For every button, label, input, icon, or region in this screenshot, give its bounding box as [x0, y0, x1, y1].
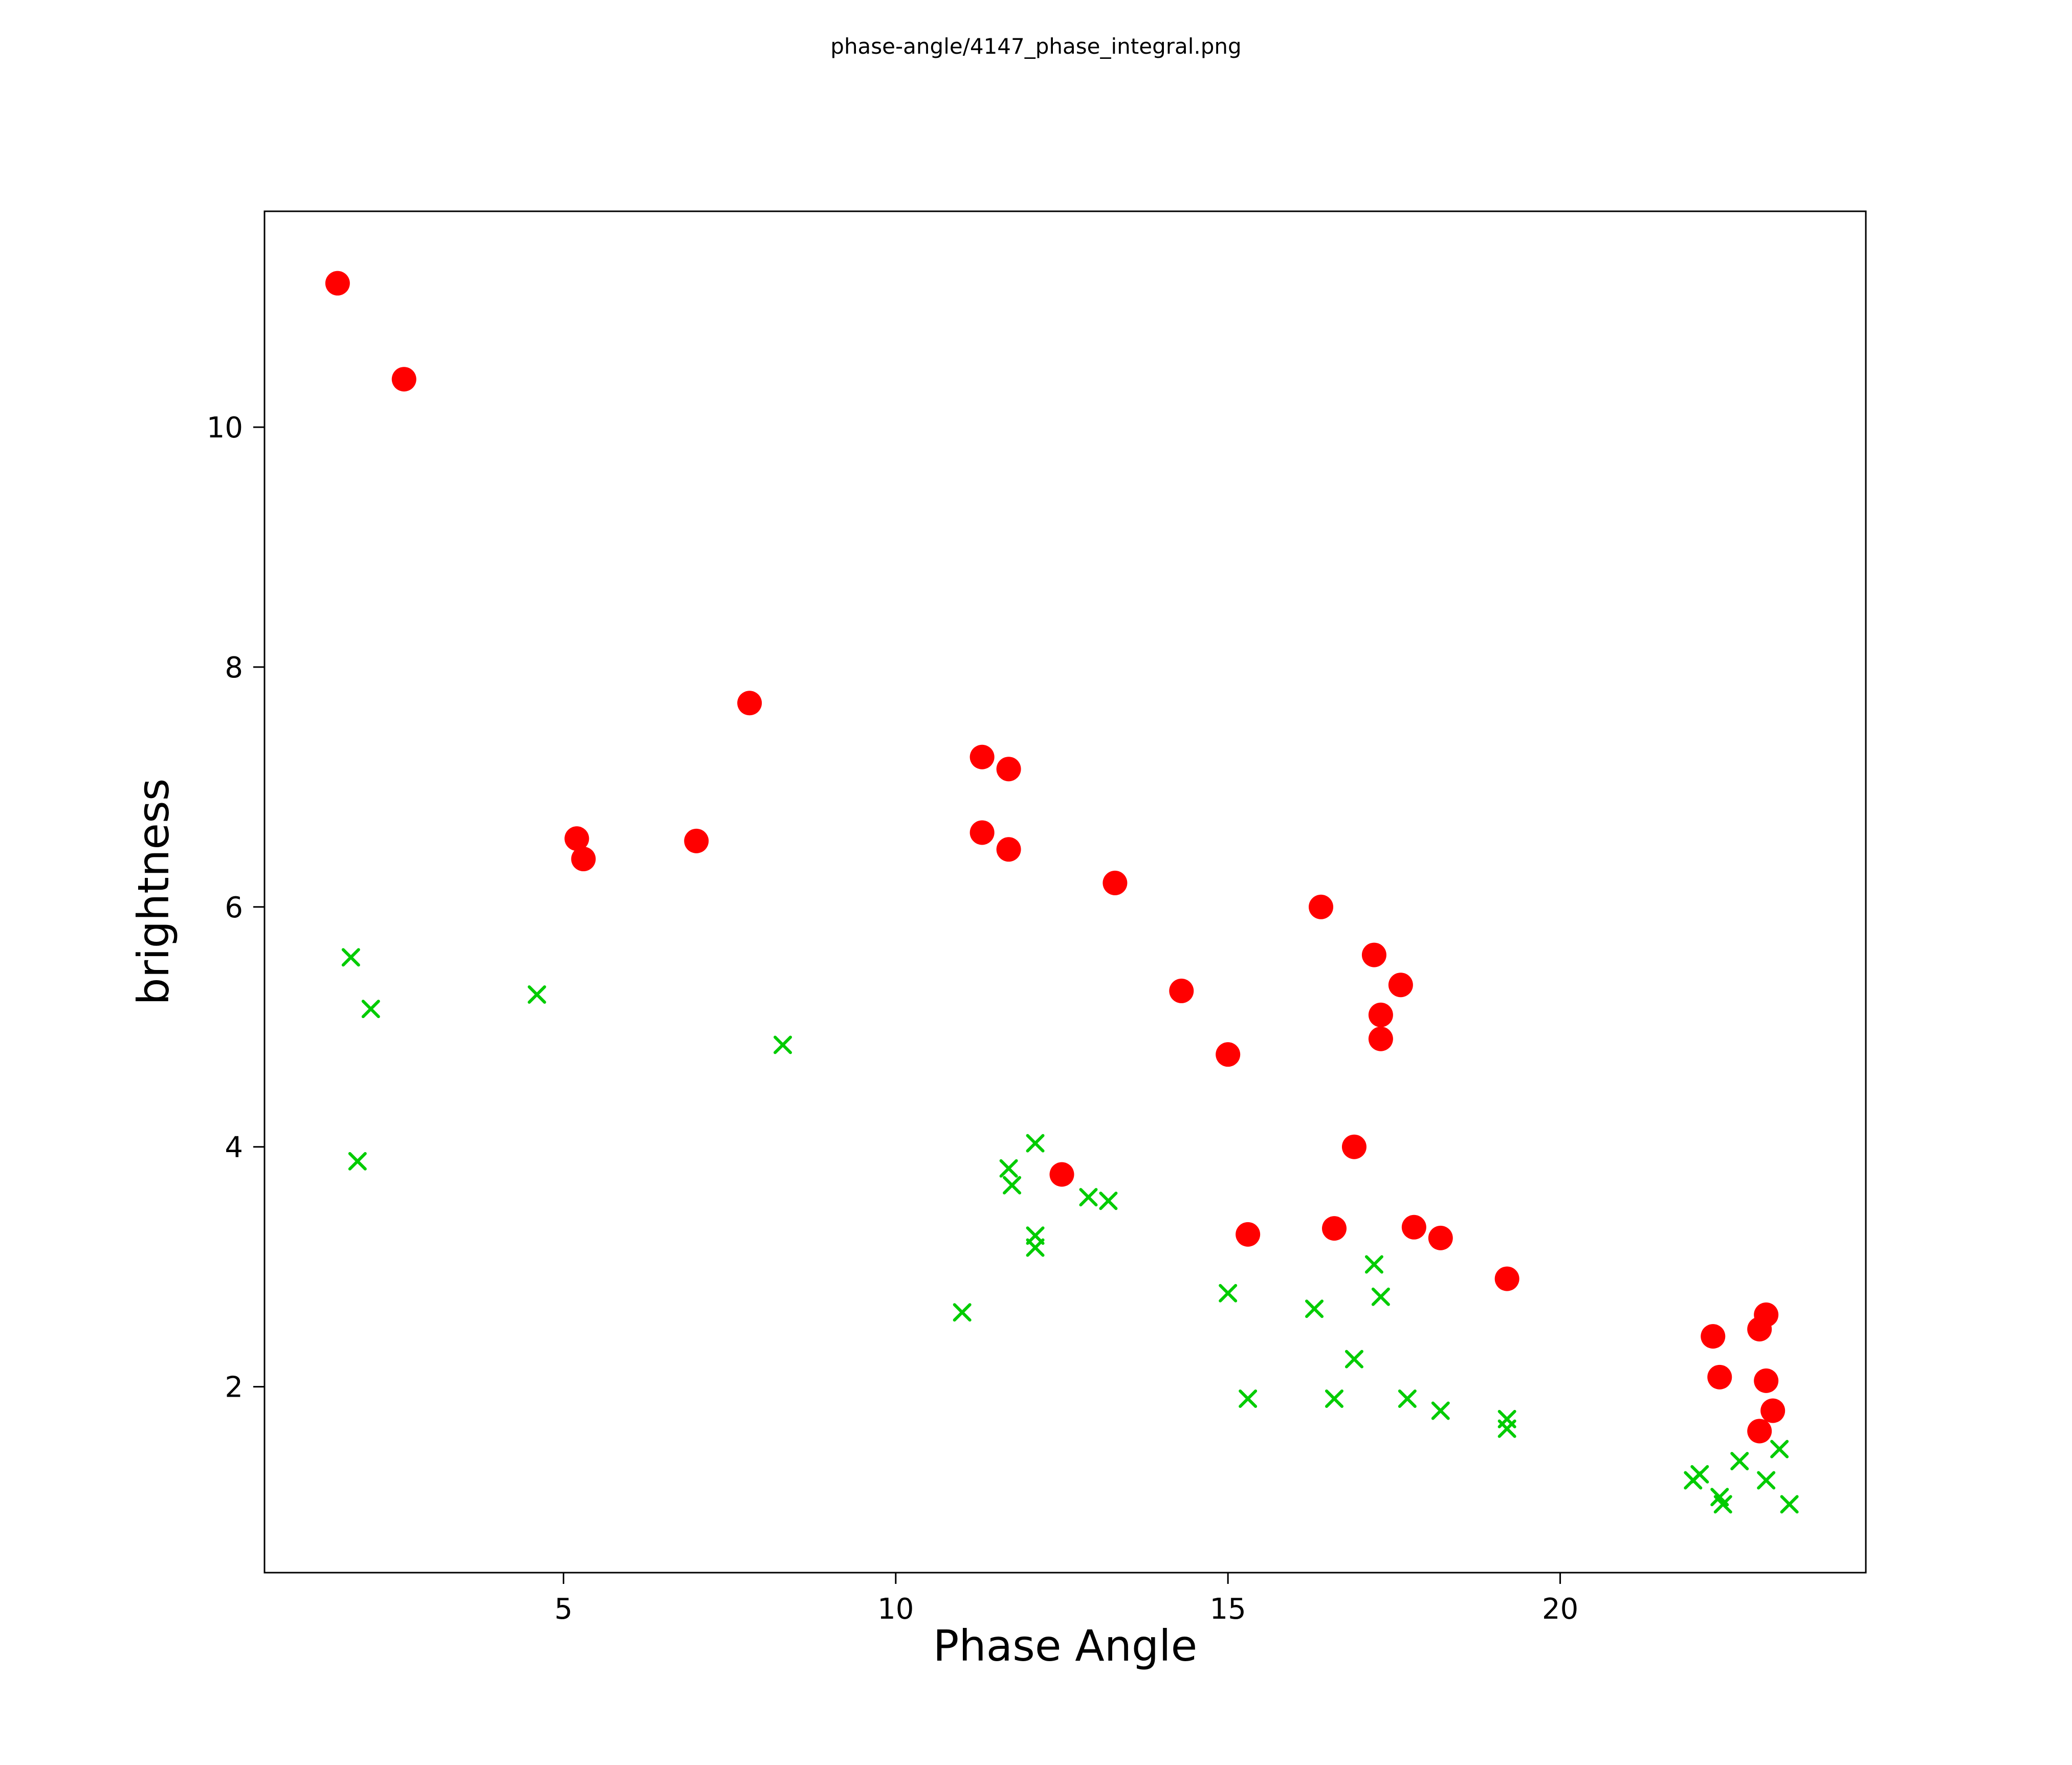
data-point-red-circles — [1401, 1215, 1426, 1240]
data-point-red-circles — [1747, 1317, 1772, 1342]
data-point-red-circles — [1754, 1368, 1779, 1393]
data-point-green-crosses — [527, 985, 546, 1004]
data-point-green-crosses — [361, 1000, 380, 1019]
data-point-red-circles — [996, 757, 1021, 782]
data-point-red-circles — [1341, 1134, 1366, 1159]
data-point-green-crosses — [1099, 1192, 1118, 1210]
data-point-green-crosses — [1305, 1299, 1324, 1318]
y-tick-label: 2 — [225, 1371, 243, 1404]
data-point-green-crosses — [1219, 1284, 1238, 1303]
x-axis-label: Phase Angle — [933, 1621, 1198, 1671]
data-point-green-crosses — [774, 1035, 792, 1054]
data-point-green-crosses — [999, 1159, 1018, 1178]
data-point-green-crosses — [953, 1303, 972, 1322]
data-point-red-circles — [1701, 1324, 1726, 1349]
y-axis-label: brightness — [128, 778, 179, 1005]
data-point-green-crosses — [1079, 1188, 1098, 1207]
data-point-red-circles — [325, 271, 350, 296]
data-point-green-crosses — [1730, 1451, 1749, 1470]
data-point-red-circles — [1321, 1216, 1347, 1241]
data-point-red-circles — [571, 847, 596, 872]
data-point-red-circles — [684, 828, 709, 853]
data-point-red-circles — [1428, 1225, 1453, 1250]
data-point-red-circles — [1361, 942, 1386, 967]
data-point-red-circles — [1103, 870, 1128, 895]
y-tick-label: 6 — [225, 891, 243, 924]
x-tick-label: 20 — [1542, 1593, 1578, 1626]
data-point-red-circles — [1707, 1364, 1732, 1389]
x-tick-label: 5 — [555, 1593, 573, 1626]
data-point-red-circles — [1368, 1002, 1393, 1027]
data-point-green-crosses — [348, 1152, 367, 1171]
data-point-red-circles — [1309, 894, 1334, 919]
plot-border — [263, 210, 1867, 1574]
data-point-red-circles — [996, 837, 1021, 862]
data-point-red-circles — [564, 826, 589, 851]
data-point-green-crosses — [1497, 1419, 1516, 1438]
y-tick-label: 4 — [225, 1131, 243, 1164]
data-point-green-crosses — [1690, 1465, 1709, 1484]
figure-title: phase-angle/4147_phase_integral.png — [830, 34, 1242, 59]
data-point-green-crosses — [1398, 1389, 1417, 1408]
data-point-red-circles — [1747, 1419, 1772, 1444]
y-tick-label: 10 — [207, 411, 243, 445]
data-point-green-crosses — [1431, 1401, 1450, 1420]
x-tick-label: 10 — [877, 1593, 914, 1626]
data-point-red-circles — [391, 367, 416, 392]
data-point-red-circles — [737, 691, 762, 716]
data-point-red-circles — [1236, 1222, 1261, 1247]
data-point-green-crosses — [1770, 1440, 1789, 1459]
data-point-green-crosses — [1003, 1176, 1022, 1195]
data-point-red-circles — [1169, 978, 1194, 1003]
data-point-green-crosses — [1757, 1471, 1776, 1490]
data-point-red-circles — [969, 820, 995, 845]
data-point-red-circles — [1216, 1042, 1241, 1067]
data-point-green-crosses — [1026, 1134, 1045, 1153]
data-point-green-crosses — [1325, 1389, 1343, 1408]
data-point-green-crosses — [1026, 1238, 1045, 1257]
data-point-green-crosses — [1239, 1389, 1258, 1408]
data-point-red-circles — [1049, 1162, 1074, 1187]
x-tick-label: 15 — [1210, 1593, 1246, 1626]
y-tick-label: 8 — [225, 651, 243, 685]
data-point-green-crosses — [1780, 1495, 1799, 1514]
data-point-green-crosses — [1364, 1255, 1383, 1274]
data-point-red-circles — [1388, 973, 1413, 998]
data-point-green-crosses — [341, 948, 360, 967]
data-point-red-circles — [969, 744, 995, 769]
data-point-red-circles — [1760, 1398, 1786, 1423]
data-point-green-crosses — [1344, 1350, 1363, 1369]
data-point-green-crosses — [1713, 1495, 1732, 1514]
data-point-red-circles — [1494, 1266, 1519, 1291]
data-point-green-crosses — [1371, 1287, 1390, 1306]
data-point-red-circles — [1368, 1026, 1393, 1051]
